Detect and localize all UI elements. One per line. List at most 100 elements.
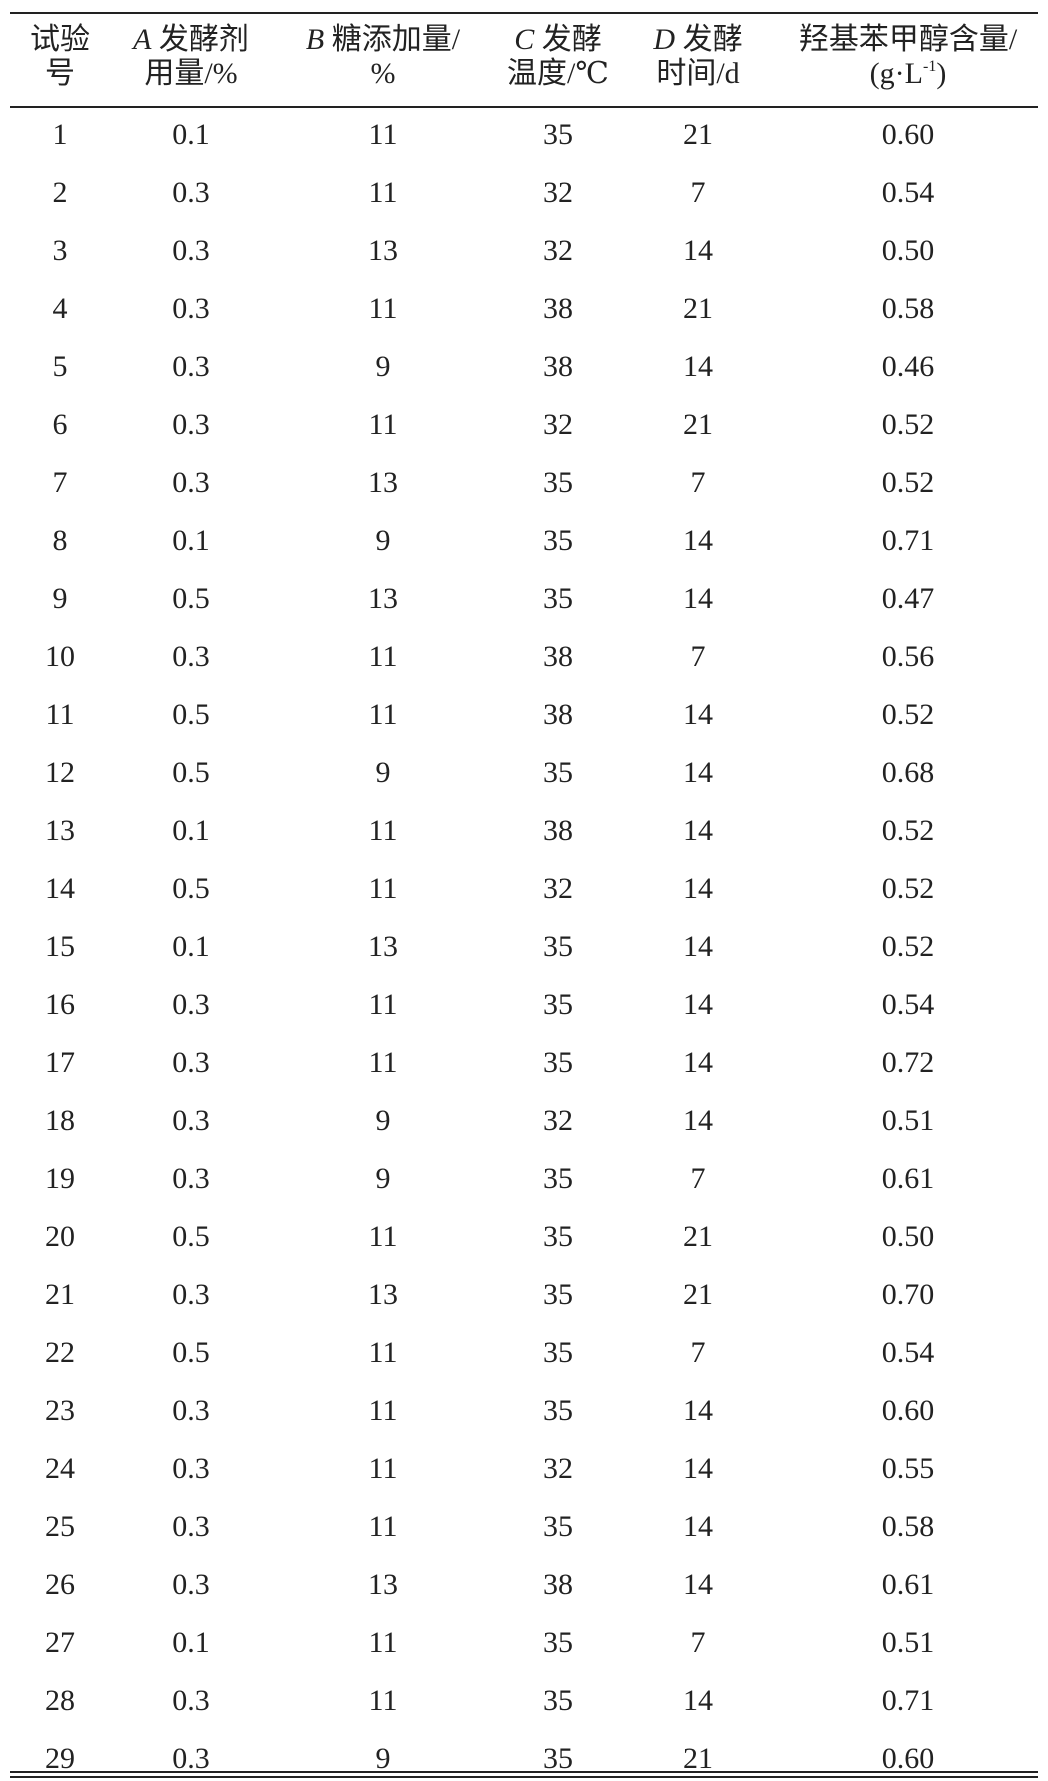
table-cell: 38	[543, 640, 573, 673]
table-cell: 35	[543, 582, 573, 615]
table-cell: 11	[368, 408, 398, 441]
table-cell: 0.56	[881, 640, 935, 673]
table-cell: 0.52	[881, 930, 935, 963]
top-rule	[10, 12, 1038, 14]
table-cell: 11	[368, 698, 398, 731]
header-text: 温度/℃	[507, 57, 609, 90]
table-cell: 9	[375, 350, 391, 383]
table-cell: 0.51	[881, 1626, 935, 1659]
table-cell: 9	[375, 1162, 391, 1195]
table-cell: 38	[543, 814, 573, 847]
table-cell: 0.1	[172, 118, 210, 151]
table-cell: 3	[52, 234, 68, 267]
table-cell: 14	[683, 1104, 713, 1137]
table-cell: 22	[45, 1336, 75, 1369]
unit-prefix: (g·L	[869, 57, 923, 90]
factor-letter: C	[514, 23, 535, 56]
table-cell: 0.3	[172, 1568, 210, 1601]
table-cell: 21	[683, 1742, 713, 1775]
table-cell: 0.3	[172, 1394, 210, 1427]
table-cell: 0.58	[881, 1510, 935, 1543]
table-cell: 35	[543, 756, 573, 789]
header-text: 时间/d	[656, 57, 740, 90]
table-cell: 0.71	[881, 524, 935, 557]
table-cell: 0.60	[881, 1742, 935, 1775]
table-cell: 13	[368, 930, 398, 963]
table-cell: 35	[543, 1510, 573, 1543]
table-cell: 0.52	[881, 466, 935, 499]
table-cell: 2	[52, 176, 68, 209]
table-cell: 0.52	[881, 408, 935, 441]
table-cell: 10	[45, 640, 75, 673]
table-cell: 11	[368, 1336, 398, 1369]
table-cell: 11	[368, 292, 398, 325]
table-cell: 7	[690, 176, 706, 209]
table-cell: 0.50	[881, 234, 935, 267]
header-text: 发酵剂	[158, 23, 249, 56]
table-cell: 0.71	[881, 1684, 935, 1717]
table-cell: 32	[543, 872, 573, 905]
table-cell: 0.5	[172, 872, 210, 905]
table-cell: 21	[683, 1220, 713, 1253]
table-cell: 0.3	[172, 988, 210, 1021]
header-text: 羟基苯甲醇含量/	[798, 23, 1018, 56]
table-cell: 0.3	[172, 1162, 210, 1195]
table-cell: 4	[52, 292, 68, 325]
table-cell: 0.61	[881, 1568, 935, 1601]
table-cell: 14	[683, 988, 713, 1021]
table-cell: 18	[45, 1104, 75, 1137]
table-cell: 15	[45, 930, 75, 963]
table-cell: 35	[543, 1046, 573, 1079]
table-cell: 7	[690, 1336, 706, 1369]
table-cell: 0.1	[172, 814, 210, 847]
table-cell: 0.46	[881, 350, 935, 383]
table-cell: 20	[45, 1220, 75, 1253]
bottom-rule	[10, 1771, 1038, 1773]
table-cell: 35	[543, 524, 573, 557]
table-cell: 0.5	[172, 1336, 210, 1369]
bottom-rule	[10, 1776, 1038, 1778]
table-cell: 6	[52, 408, 68, 441]
table-cell: 0.54	[881, 176, 935, 209]
table-cell: 35	[543, 1742, 573, 1775]
header-text: %	[370, 57, 396, 90]
table-cell: 0.52	[881, 814, 935, 847]
table-cell: 0.3	[172, 350, 210, 383]
table-cell: 38	[543, 292, 573, 325]
table-cell: 0.72	[881, 1046, 935, 1079]
table-cell: 21	[683, 408, 713, 441]
table-cell: 11	[368, 814, 398, 847]
table-cell: 0.3	[172, 1742, 210, 1775]
factor-letter: D	[653, 23, 676, 56]
table-cell: 14	[683, 1684, 713, 1717]
table-cell: 29	[45, 1742, 75, 1775]
table-cell: 14	[683, 814, 713, 847]
unit-suffix: )	[936, 57, 947, 90]
header-unit: (g·L-1)	[870, 59, 947, 89]
table-cell: 0.68	[881, 756, 935, 789]
table-cell: 0.54	[881, 1336, 935, 1369]
table-cell: 14	[683, 350, 713, 383]
table-cell: 0.47	[881, 582, 935, 615]
table-cell: 11	[368, 1394, 398, 1427]
table-cell: 26	[45, 1568, 75, 1601]
header-text: 号	[45, 57, 75, 90]
table-cell: 0.50	[881, 1220, 935, 1253]
table-cell: 24	[45, 1452, 75, 1485]
unit-sup: -1	[922, 58, 937, 75]
header-cell: 试验	[30, 25, 90, 55]
table-cell: 11	[368, 1046, 398, 1079]
header-cell: 温度/℃	[507, 59, 609, 89]
header-cell: D 发酵	[653, 25, 742, 55]
table-cell: 7	[690, 1626, 706, 1659]
table-cell: 23	[45, 1394, 75, 1427]
table-cell: 32	[543, 1452, 573, 1485]
table-cell: 14	[683, 524, 713, 557]
table-cell: 7	[690, 640, 706, 673]
table-cell: 0.5	[172, 1220, 210, 1253]
table-cell: 14	[683, 756, 713, 789]
header-text: 用量/%	[144, 57, 238, 90]
table-cell: 0.60	[881, 118, 935, 151]
table-cell: 0.3	[172, 1046, 210, 1079]
